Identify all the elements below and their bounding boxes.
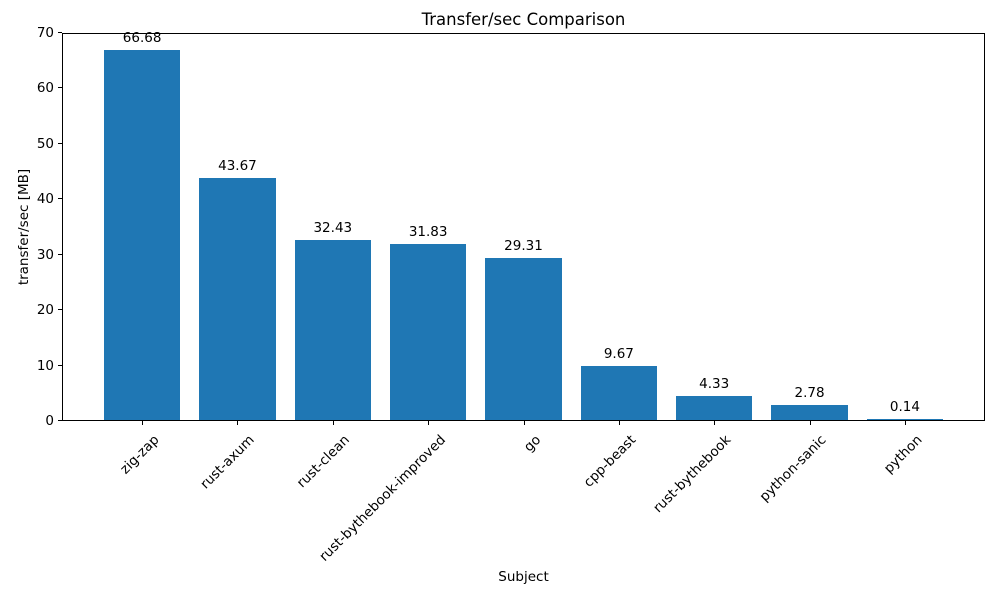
y-tick-mark xyxy=(58,198,62,200)
x-tick-label: rust-axum xyxy=(197,432,258,493)
bar-rust-axum xyxy=(199,178,276,420)
bar-value-label: 32.43 xyxy=(313,220,353,236)
y-tick-label: 30 xyxy=(36,246,54,263)
x-tick-label: python-sanic xyxy=(756,432,830,505)
y-tick-mark xyxy=(58,32,62,33)
y-tick-label: 20 xyxy=(36,302,54,319)
x-axis-label: Subject xyxy=(498,569,549,585)
bar-rust-clean xyxy=(294,240,371,420)
y-axis-label: transfer/sec [MB] xyxy=(16,168,32,286)
x-tick-mark xyxy=(428,421,430,425)
bar-rust-bythebook-improved xyxy=(390,244,467,420)
bar-rust-bythebook xyxy=(676,396,753,420)
y-tick-mark xyxy=(58,420,62,421)
y-tick-label: 40 xyxy=(36,191,54,208)
bar-zig-zap xyxy=(103,50,181,420)
x-tick-mark xyxy=(809,421,811,425)
x-tick-mark xyxy=(237,421,239,425)
x-tick-label: cpp-beast xyxy=(580,432,640,491)
bar-value-label: 31.83 xyxy=(408,224,448,240)
bar-value-label: 66.68 xyxy=(122,30,162,46)
y-tick-label: 0 xyxy=(45,413,54,429)
y-tick-mark xyxy=(58,87,62,89)
x-tick-label: rust-clean xyxy=(293,432,354,492)
x-tick-mark xyxy=(142,421,144,425)
x-tick-mark xyxy=(523,421,525,425)
y-tick-label: 10 xyxy=(36,357,54,374)
chart-title: Transfer/sec Comparison xyxy=(421,10,626,29)
y-tick-mark xyxy=(58,364,62,366)
bar-cpp-beast xyxy=(580,366,657,420)
bar-value-label: 2.78 xyxy=(794,385,825,401)
bar-python xyxy=(866,419,944,420)
y-tick-label: 70 xyxy=(36,25,54,41)
bar-value-label: 9.67 xyxy=(603,346,634,362)
y-tick-label: 60 xyxy=(36,80,54,97)
y-tick-mark xyxy=(58,142,62,144)
y-tick-label: 50 xyxy=(36,135,54,152)
bar-go xyxy=(485,258,562,420)
y-tick-mark xyxy=(58,309,62,311)
x-tick-label: rust-bythebook xyxy=(650,432,735,517)
bar-value-label: 29.31 xyxy=(504,238,543,254)
x-tick-mark xyxy=(904,421,906,425)
x-tick-mark xyxy=(714,421,716,425)
x-tick-mark xyxy=(332,421,334,425)
bar-value-label: 43.67 xyxy=(218,158,257,174)
x-tick-label: zig-zap xyxy=(117,432,163,478)
bar-value-label: 0.14 xyxy=(889,399,920,415)
x-tick-label: python xyxy=(880,432,926,477)
bar-python-sanic xyxy=(771,405,848,420)
x-tick-mark xyxy=(618,421,620,425)
y-tick-mark xyxy=(58,253,62,255)
bar-value-label: 4.33 xyxy=(699,376,730,392)
x-tick-label: go xyxy=(520,432,544,456)
